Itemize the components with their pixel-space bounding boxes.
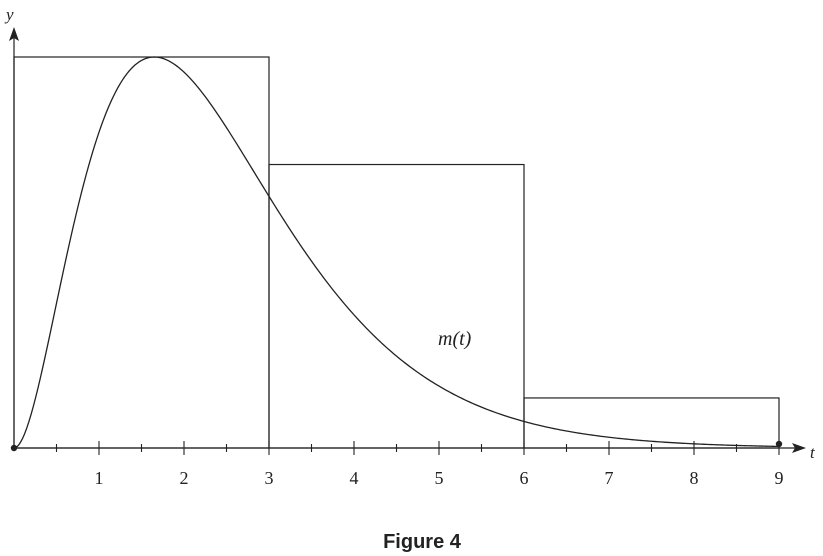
endpoint-dot: [10, 444, 18, 452]
tick-label-7: 7: [605, 468, 614, 488]
t-axis-ticks: [55, 441, 780, 455]
tick-label-5: 5: [435, 468, 444, 488]
curve-m-of-t: [13, 56, 780, 449]
tick-label-8: 8: [690, 468, 699, 488]
rectangle-2: [268, 163, 525, 449]
y-axis-arrowhead: [9, 27, 19, 41]
tick-label-2: 2: [180, 468, 189, 488]
axes: [9, 27, 806, 453]
curve-label: m(t): [438, 328, 472, 350]
t-axis-label: t: [810, 443, 816, 462]
endpoint-dots: [10, 440, 783, 452]
rectangle-3: [523, 397, 780, 449]
rectangle-1: [13, 56, 270, 449]
endpoint-dot: [775, 440, 783, 448]
tick-label-3: 3: [265, 468, 274, 488]
tick-label-9: 9: [775, 468, 784, 488]
t-axis-tick-labels: 1 2 3 4 5 6 7 8 9: [95, 468, 784, 488]
tick-label-6: 6: [520, 468, 529, 488]
y-axis-label: y: [4, 5, 14, 24]
tick-label-4: 4: [350, 468, 359, 488]
t-axis-arrowhead: [792, 443, 806, 453]
riemann-rectangles: [13, 56, 780, 449]
figure-caption: Figure 4: [383, 531, 462, 553]
tick-label-1: 1: [95, 468, 104, 488]
